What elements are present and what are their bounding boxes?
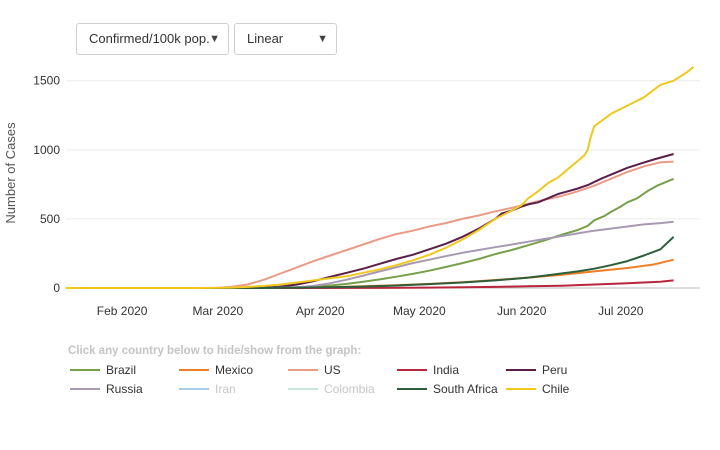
- metric-dropdown-value: Confirmed/100k pop.: [89, 31, 210, 46]
- legend-label: Chile: [542, 381, 570, 396]
- legend-item-south-africa[interactable]: South Africa: [397, 381, 506, 396]
- y-tick-label: 1500: [33, 74, 60, 88]
- series-line-south-africa: [66, 236, 675, 289]
- x-tick-label: Feb 2020: [97, 304, 148, 318]
- y-axis-label: Number of Cases: [3, 122, 18, 224]
- series-line-peru: [66, 153, 674, 289]
- legend: Brazil Mexico US India Peru Russia Iran Colombi…: [70, 362, 630, 396]
- legend-label: India: [433, 362, 460, 377]
- y-tick-label: 1000: [33, 143, 60, 157]
- x-tick-label: Mar 2020: [193, 304, 244, 318]
- series-line-chile: [66, 66, 695, 289]
- scale-dropdown-value: Linear: [247, 31, 284, 46]
- legend-item-iran[interactable]: Iran: [179, 381, 288, 396]
- legend-item-peru[interactable]: Peru: [506, 362, 615, 377]
- legend-label: Iran: [215, 381, 236, 396]
- legend-item-us[interactable]: US: [288, 362, 397, 377]
- y-tick-label: 500: [40, 212, 60, 226]
- legend-swatch: [70, 368, 100, 371]
- legend-label: South Africa: [433, 381, 498, 396]
- chevron-down-icon: ▼: [209, 33, 220, 45]
- legend-swatch: [288, 387, 318, 390]
- chevron-down-icon: ▼: [317, 33, 328, 45]
- legend-label: US: [324, 362, 341, 377]
- x-tick-label: Jun 2020: [497, 304, 547, 318]
- legend-swatch: [179, 387, 209, 390]
- legend-swatch: [397, 368, 427, 371]
- metric-dropdown[interactable]: Confirmed/100k pop. ▼: [76, 23, 229, 55]
- legend-label: Peru: [542, 362, 568, 377]
- legend-item-mexico[interactable]: Mexico: [179, 362, 288, 377]
- legend-item-russia[interactable]: Russia: [70, 381, 179, 396]
- legend-label: Brazil: [106, 362, 137, 377]
- series-line-brazil: [66, 177, 674, 289]
- legend-label: Mexico: [215, 362, 254, 377]
- legend-label: Colombia: [324, 381, 375, 396]
- series-line-us: [66, 160, 674, 289]
- legend-swatch: [288, 368, 318, 371]
- scale-dropdown[interactable]: Linear ▼: [234, 23, 337, 55]
- x-tick-label: Jul 2020: [598, 304, 644, 318]
- legend-swatch: [397, 387, 427, 390]
- legend-hint: Click any country below to hide/show fro…: [68, 345, 362, 357]
- series-line-russia: [66, 220, 674, 289]
- x-tick-label: May 2020: [393, 304, 446, 318]
- legend-item-chile[interactable]: Chile: [506, 381, 615, 396]
- legend-swatch: [506, 368, 536, 371]
- legend-item-india[interactable]: India: [397, 362, 506, 377]
- cases-line-chart: 0 500 1000 1500 Feb 2020 Mar 2020 Apr 2020 May …: [3, 66, 700, 318]
- legend-swatch: [506, 387, 536, 390]
- y-tick-label: 0: [53, 281, 60, 295]
- legend-swatch: [70, 387, 100, 390]
- x-tick-label: Apr 2020: [296, 304, 345, 318]
- legend-item-brazil[interactable]: Brazil: [70, 362, 179, 377]
- legend-item-colombia[interactable]: Colombia: [288, 381, 397, 396]
- legend-label: Russia: [106, 381, 143, 396]
- legend-swatch: [179, 368, 209, 371]
